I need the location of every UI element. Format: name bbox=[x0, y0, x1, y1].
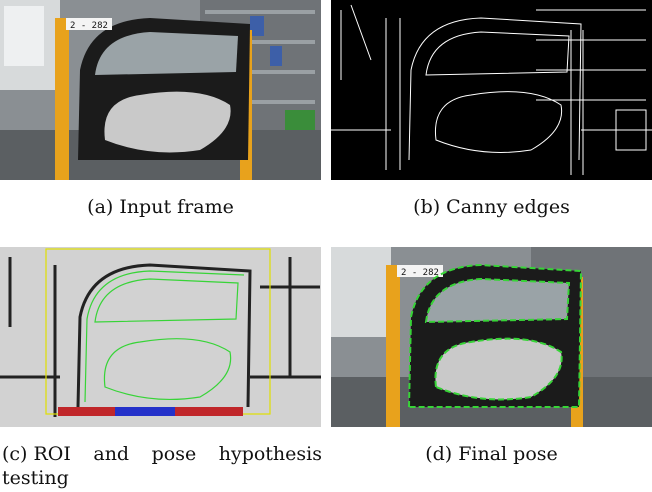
final-pose-image: 2 - 282 bbox=[331, 247, 652, 427]
roi-hypothesis-image bbox=[0, 247, 321, 427]
caption-a: (a) Input frame bbox=[0, 195, 321, 219]
caption-c: (c) ROI and pose hypothesis testing bbox=[2, 442, 322, 490]
caption-d-text: Final pose bbox=[458, 443, 558, 465]
door-label-text: 2 - 282 bbox=[401, 268, 439, 278]
caption-d-tag: (d) bbox=[425, 443, 453, 465]
caption-a-text: Input frame bbox=[119, 196, 234, 218]
door-label-text: 2 - 282 bbox=[70, 21, 108, 31]
caption-b-text: Canny edges bbox=[446, 196, 570, 218]
caption-d: (d) Final pose bbox=[331, 442, 652, 466]
caption-c-text: ROI and pose hypothesis testing bbox=[2, 443, 322, 489]
caption-b-tag: (b) bbox=[413, 196, 441, 218]
input-frame-image: 2 - 282 bbox=[0, 0, 321, 180]
caption-b: (b) Canny edges bbox=[331, 195, 652, 219]
caption-a-tag: (a) bbox=[87, 196, 114, 218]
caption-c-tag: (c) bbox=[2, 443, 28, 465]
canny-edges-image bbox=[331, 0, 652, 180]
